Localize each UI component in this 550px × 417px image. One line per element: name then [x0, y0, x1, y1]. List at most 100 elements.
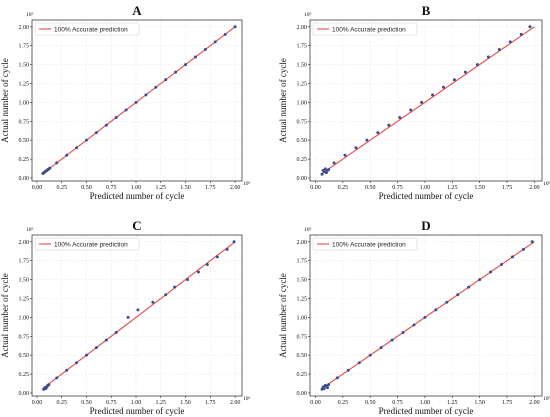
- data-point: [489, 270, 493, 274]
- y-tick-label: 1.75: [297, 259, 308, 265]
- x-tick-label: 0.50: [81, 400, 92, 406]
- data-point: [442, 85, 446, 89]
- y-tick-label: 0.50: [297, 138, 308, 144]
- x-axis-label: Predicted number of cycle: [90, 406, 185, 416]
- x-tick-label: 0.25: [338, 185, 349, 191]
- data-point: [154, 85, 158, 89]
- data-point: [48, 166, 52, 170]
- x-tick-label: 0.00: [32, 400, 43, 406]
- data-point: [203, 47, 207, 51]
- ideal-prediction-line: [41, 241, 236, 390]
- data-point: [519, 32, 523, 36]
- data-point: [467, 285, 471, 289]
- data-point: [497, 47, 501, 51]
- data-point: [398, 116, 402, 120]
- x-tick-label: 0.75: [106, 400, 117, 406]
- legend-box: [312, 22, 418, 36]
- x-tick-label: 1.50: [474, 185, 485, 191]
- x-tick-label: 1.50: [474, 400, 485, 406]
- plot-frame: [309, 19, 543, 182]
- data-point: [478, 278, 482, 282]
- data-point: [354, 146, 358, 150]
- data-point: [528, 25, 532, 29]
- data-point: [357, 361, 361, 365]
- panel-title: B: [422, 3, 431, 18]
- data-point: [320, 172, 324, 176]
- data-point: [65, 153, 69, 157]
- x-tick-label: 1.75: [205, 400, 216, 406]
- data-point: [390, 338, 394, 342]
- data-point: [184, 63, 188, 67]
- chart-panel-b: 0.00 0.25 0.50 0.75 1.00 1.25 1.50 1.75 2.00 0.00…: [278, 3, 550, 201]
- data-point: [409, 108, 413, 112]
- y-tick-label: 1.25: [19, 81, 30, 87]
- x-multiplier-label: 10⁶: [243, 396, 251, 402]
- y-tick-label: 2.00: [297, 240, 308, 246]
- data-point: [368, 353, 372, 357]
- data-point: [232, 240, 236, 244]
- data-point: [104, 123, 108, 127]
- data-point: [326, 386, 330, 390]
- data-point: [84, 138, 88, 142]
- data-point: [144, 93, 148, 97]
- plot-frame: [31, 234, 243, 397]
- legend: 100% Accurate prediction: [34, 22, 140, 36]
- panel-title: D: [421, 218, 430, 233]
- x-tick-label: 0.75: [392, 400, 403, 406]
- y-tick-label: 1.50: [297, 278, 308, 284]
- y-tick-label: 0.25: [297, 157, 308, 163]
- x-tick-label: 0.25: [56, 400, 67, 406]
- data-point: [136, 308, 140, 312]
- x-tick-label: 0.00: [310, 185, 321, 191]
- y-tick-label: 1.75: [19, 44, 30, 50]
- x-tick-label: 1.00: [420, 185, 431, 191]
- data-point: [196, 270, 200, 274]
- x-tick-label: 1.25: [156, 400, 167, 406]
- legend-box: [34, 237, 140, 251]
- data-point: [225, 247, 229, 251]
- legend: 100% Accurate prediction: [312, 237, 418, 251]
- y-tick-label: 1.50: [19, 278, 30, 284]
- data-point: [452, 78, 456, 82]
- data-point: [420, 100, 424, 104]
- chart-panel-d: 0.00 0.25 0.50 0.75 1.00 1.25 1.50 1.75 2.00 0.00…: [278, 218, 550, 416]
- data-point: [94, 346, 98, 350]
- data-point: [387, 123, 391, 127]
- legend-box: [312, 237, 418, 251]
- x-multiplier-label: 10⁶: [543, 181, 550, 187]
- x-tick-label: 0.50: [365, 185, 376, 191]
- y-tick-label: 1.00: [19, 315, 30, 321]
- y-tick-label: 0.75: [297, 334, 308, 340]
- data-point: [75, 361, 79, 365]
- data-point: [332, 161, 336, 165]
- y-tick-label: 1.00: [19, 100, 30, 106]
- x-tick-label: 0.25: [56, 185, 67, 191]
- data-point: [475, 63, 479, 67]
- data-point: [401, 331, 405, 335]
- y-multiplier-label: 10⁶: [26, 227, 34, 233]
- data-point: [463, 70, 467, 74]
- x-tick-label: 1.00: [131, 400, 142, 406]
- x-axis-label: Predicted number of cycle: [90, 191, 185, 201]
- data-point: [500, 262, 504, 266]
- data-point: [486, 55, 490, 59]
- y-axis-label: Actual number of cycle: [0, 273, 10, 358]
- y-axis-label: Actual number of cycle: [278, 58, 288, 143]
- data-point: [365, 138, 369, 142]
- plot-frame: [309, 234, 543, 397]
- data-point: [47, 383, 51, 387]
- data-point: [151, 300, 155, 304]
- legend-entry-label: 100% Accurate prediction: [332, 241, 406, 248]
- data-point: [84, 353, 88, 357]
- y-tick-label: 2.00: [19, 25, 30, 31]
- x-tick-label: 1.25: [447, 185, 458, 191]
- y-tick-label: 1.75: [297, 44, 308, 50]
- data-point: [104, 338, 108, 342]
- x-tick-label: 0.75: [106, 185, 117, 191]
- x-tick-label: 0.00: [310, 400, 321, 406]
- data-point: [126, 315, 130, 319]
- x-tick-label: 0.50: [365, 400, 376, 406]
- chart-panel-c: 0.00 0.25 0.50 0.75 1.00 1.25 1.50 1.75 2.00 0.00…: [0, 218, 251, 416]
- data-point: [423, 315, 427, 319]
- data-point: [94, 131, 98, 135]
